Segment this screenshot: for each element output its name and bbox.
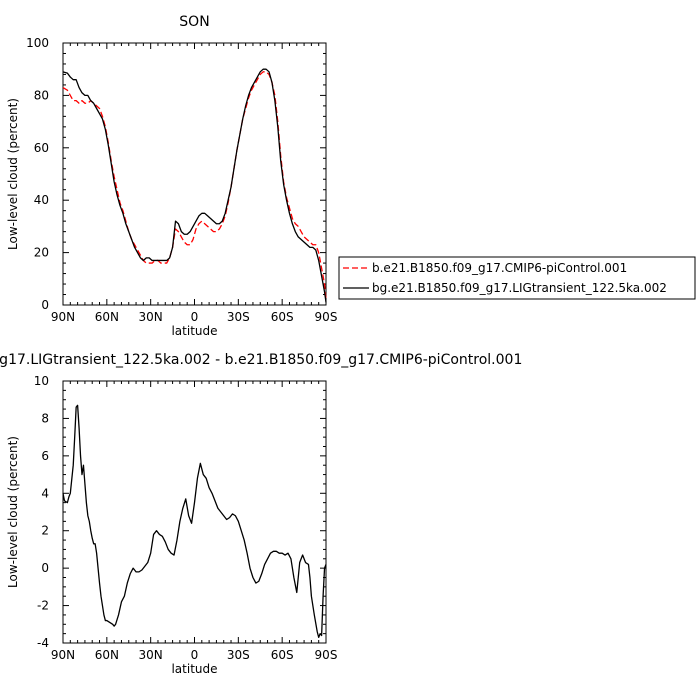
x-tick-label: 60S — [271, 648, 294, 662]
y-axis-label: Low-level cloud (percent) — [6, 436, 20, 588]
x-tick-label: 0 — [191, 310, 199, 324]
y-tick-label: -2 — [37, 599, 49, 613]
y-tick-label: -4 — [37, 636, 49, 650]
x-tick-label: 90N — [51, 648, 75, 662]
y-tick-label: 8 — [41, 411, 49, 425]
y-tick-label: 0 — [41, 298, 49, 312]
x-tick-label: 90S — [315, 310, 338, 324]
legend: b.e21.B1850.f09_g17.CMIP6-piControl.001b… — [338, 256, 696, 300]
y-tick-label: 6 — [41, 449, 49, 463]
y-tick-label: 100 — [26, 36, 49, 50]
y-tick-label: 40 — [34, 193, 49, 207]
y-tick-label: 2 — [41, 524, 49, 538]
x-axis-label: latitude — [171, 662, 217, 676]
y-tick-label: 20 — [34, 246, 49, 260]
series-line-1 — [62, 68, 327, 303]
x-tick-label: 60N — [95, 648, 119, 662]
y-tick-label: 4 — [41, 486, 49, 500]
x-axis-label: latitude — [171, 324, 217, 338]
chart-title: SON — [179, 14, 209, 30]
x-tick-label: 60N — [95, 310, 119, 324]
x-tick-label: 60S — [271, 310, 294, 324]
y-tick-label: 0 — [41, 561, 49, 575]
top-panel-son: 90N 60N 30N 0 30S 60S 90S 0 20 40 60 80 100 latitude L… — [6, 14, 337, 338]
x-tick-label: 90N — [51, 310, 75, 324]
x-tick-label: 30N — [139, 310, 163, 324]
y-tick-label: 10 — [34, 374, 49, 388]
x-tick-label: 30S — [227, 310, 250, 324]
x-tick-label: 90S — [315, 648, 338, 662]
legend-label-0: b.e21.B1850.f09_g17.CMIP6-piControl.001 — [372, 261, 627, 275]
legend-box — [338, 256, 696, 300]
plot-frame — [62, 42, 327, 306]
y-tick-label: 80 — [34, 88, 49, 102]
x-tick-label: 30N — [139, 648, 163, 662]
bottom-panel-difference: 90N 60N 30N 0 30S 60S 90S -4 -2 0 2 4 6 8 10 latitude Lo… — [0, 352, 522, 676]
series-line-0 — [62, 404, 327, 639]
y-tick-label: 60 — [34, 141, 49, 155]
legend-label-1: bg.e21.B1850.f09_g17.LIGtransient_122.5k… — [372, 281, 667, 295]
chart-title: bg.e21.B1850.f09_g17.LIGtransient_122.5k… — [0, 352, 522, 368]
series-line-0 — [62, 71, 327, 300]
y-axis-label: Low-level cloud (percent) — [6, 98, 20, 250]
x-tick-label: 0 — [191, 648, 199, 662]
x-tick-label: 30S — [227, 648, 250, 662]
